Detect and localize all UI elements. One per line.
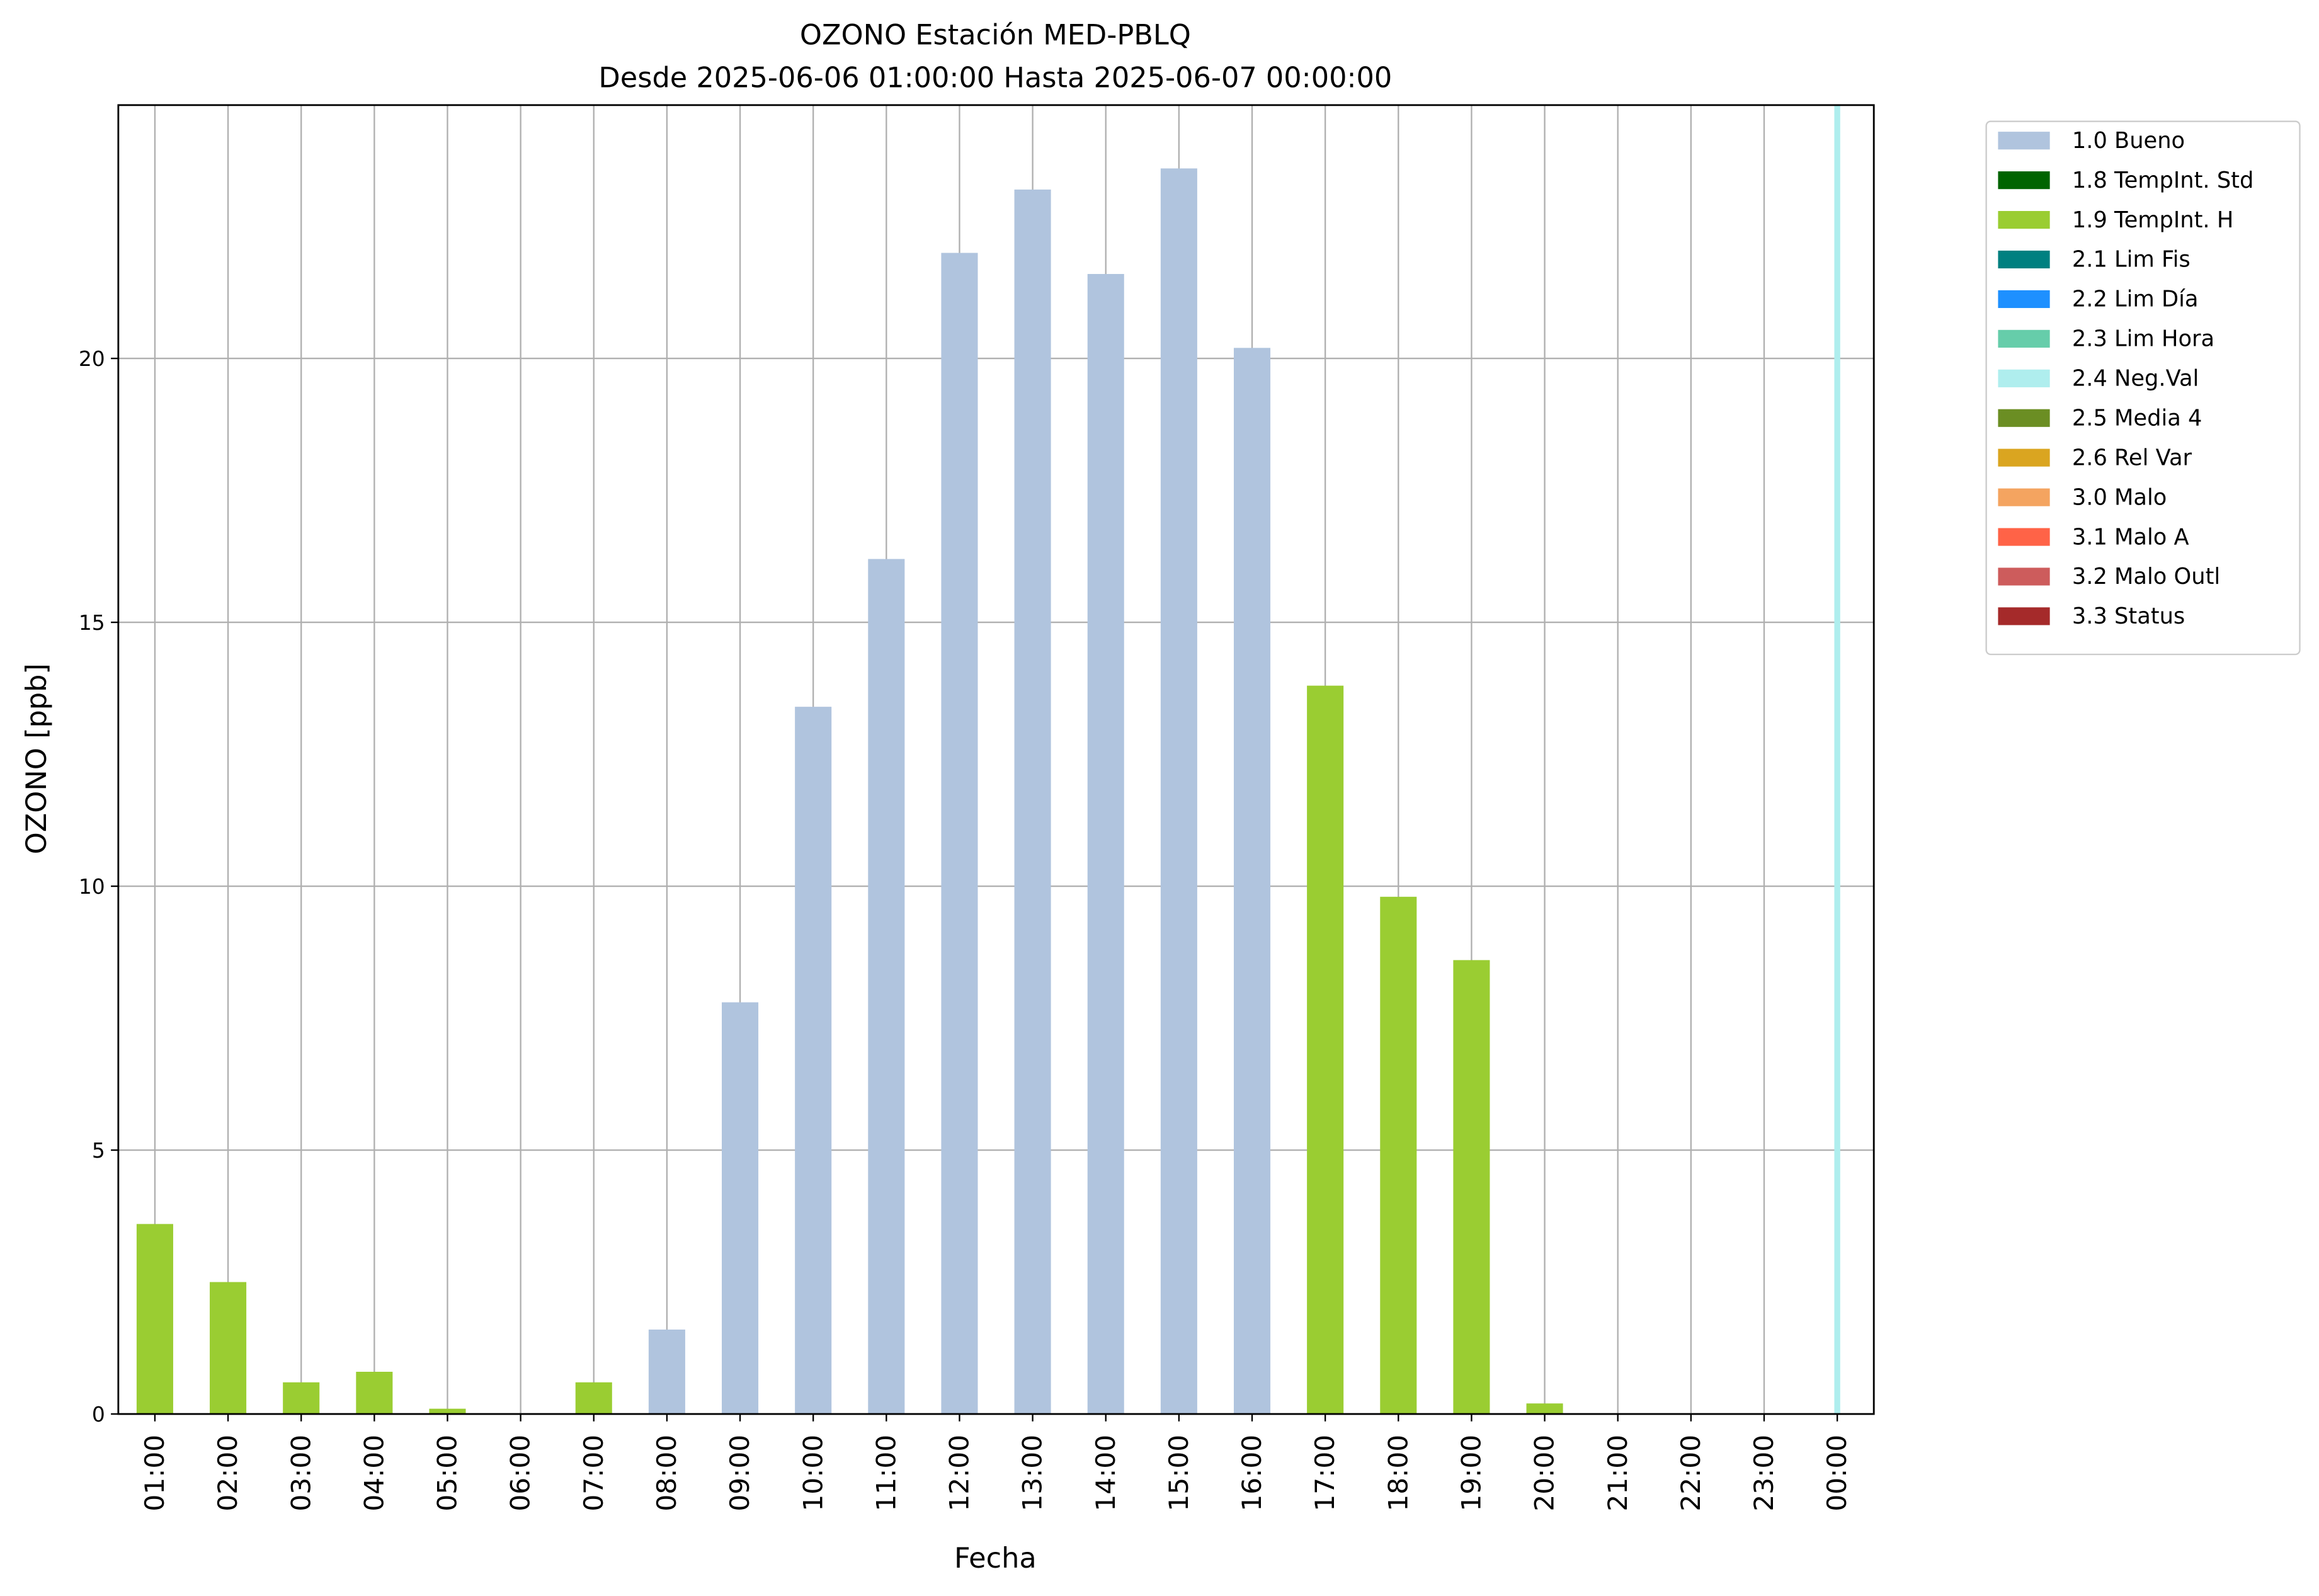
bar bbox=[210, 1282, 247, 1415]
x-tick-label: 09:00 bbox=[724, 1435, 755, 1512]
x-tick-label: 00:00 bbox=[1821, 1435, 1852, 1512]
x-tick-label: 05:00 bbox=[432, 1435, 463, 1512]
legend-label: 2.5 Media 4 bbox=[2072, 405, 2202, 431]
legend-label: 1.8 TempInt. Std bbox=[2072, 168, 2254, 193]
span bbox=[1834, 105, 1840, 1415]
y-tick-label: 0 bbox=[92, 1402, 105, 1427]
legend-swatch bbox=[1998, 369, 2050, 387]
legend-swatch bbox=[1998, 409, 2050, 427]
bar bbox=[575, 1382, 612, 1415]
bar bbox=[1307, 685, 1344, 1415]
bar bbox=[1014, 189, 1051, 1415]
bar bbox=[1453, 960, 1490, 1415]
bar bbox=[1526, 1403, 1563, 1415]
legend-swatch bbox=[1998, 250, 2050, 269]
x-tick-label: 03:00 bbox=[285, 1435, 316, 1512]
legend-swatch bbox=[1998, 171, 2050, 190]
y-tick-label: 10 bbox=[79, 874, 105, 899]
bar bbox=[1380, 896, 1417, 1415]
legend-label: 3.0 Malo bbox=[2072, 484, 2167, 510]
legend-swatch bbox=[1998, 448, 2050, 467]
bar bbox=[722, 1002, 759, 1415]
x-tick-label: 01:00 bbox=[139, 1435, 170, 1512]
y-tick-label: 15 bbox=[79, 610, 105, 635]
legend-swatch bbox=[1998, 528, 2050, 546]
legend: 1.0 Bueno 1.8 TempInt. Std 1.9 TempInt. H 2… bbox=[1985, 120, 2301, 656]
x-axis-label: Fecha bbox=[954, 1542, 1037, 1575]
bar bbox=[1087, 274, 1124, 1415]
legend-swatch bbox=[1998, 290, 2050, 309]
x-tick-label: 15:00 bbox=[1163, 1435, 1194, 1512]
x-tick-label: 11:00 bbox=[870, 1435, 901, 1512]
legend-label: 3.2 Malo Outl bbox=[2072, 564, 2220, 590]
x-tick-label: 21:00 bbox=[1602, 1435, 1633, 1512]
x-tick-label: 23:00 bbox=[1748, 1435, 1779, 1512]
x-tick-label: 20:00 bbox=[1529, 1435, 1560, 1512]
bar bbox=[356, 1371, 393, 1415]
chart-title: OZONO Estación MED-PBLQ bbox=[800, 19, 1191, 52]
x-tick-label: 08:00 bbox=[651, 1435, 682, 1512]
x-tick-label: 02:00 bbox=[212, 1435, 243, 1512]
x-tick-label: 18:00 bbox=[1382, 1435, 1413, 1512]
chart-subtitle: Desde 2025-06-06 01:00:00 Hasta 2025-06-… bbox=[598, 62, 1392, 94]
legend-label: 1.9 TempInt. H bbox=[2072, 207, 2233, 233]
legend-swatch bbox=[1998, 210, 2050, 229]
plot-frame bbox=[117, 104, 1875, 1415]
x-tick-label: 14:00 bbox=[1090, 1435, 1121, 1512]
legend-swatch bbox=[1998, 488, 2050, 506]
x-tick-label: 06:00 bbox=[505, 1435, 536, 1512]
x-tick-label: 12:00 bbox=[944, 1435, 975, 1512]
bar bbox=[1233, 348, 1271, 1415]
bar bbox=[1160, 168, 1197, 1415]
x-tick-label: 13:00 bbox=[1017, 1435, 1048, 1512]
x-tick-label: 10:00 bbox=[797, 1435, 828, 1512]
bar bbox=[429, 1408, 466, 1415]
x-tick-label: 22:00 bbox=[1675, 1435, 1706, 1512]
bar bbox=[868, 559, 905, 1415]
bar bbox=[283, 1382, 320, 1415]
x-tick-label: 04:00 bbox=[358, 1435, 389, 1512]
legend-label: 2.2 Lim Día bbox=[2072, 287, 2199, 312]
legend-swatch bbox=[1998, 132, 2050, 150]
legend-label: 3.3 Status bbox=[2072, 603, 2185, 629]
legend-swatch bbox=[1998, 607, 2050, 625]
bar bbox=[941, 253, 978, 1415]
x-tick-label: 17:00 bbox=[1309, 1435, 1340, 1512]
legend-frame bbox=[1985, 120, 2301, 656]
legend-label: 2.4 Neg.Val bbox=[2072, 366, 2199, 392]
bar bbox=[136, 1224, 173, 1415]
y-axis-label: OZONO [ppb] bbox=[20, 663, 53, 854]
legend-label: 2.1 Lim Fis bbox=[2072, 247, 2191, 273]
legend-label: 1.0 Bueno bbox=[2072, 128, 2185, 154]
bar bbox=[795, 707, 832, 1415]
legend-label: 2.6 Rel Var bbox=[2072, 445, 2192, 470]
x-tick-label: 16:00 bbox=[1236, 1435, 1267, 1512]
x-tick-label: 07:00 bbox=[578, 1435, 609, 1512]
x-tick-label: 19:00 bbox=[1456, 1435, 1487, 1512]
y-tick-label: 5 bbox=[92, 1138, 105, 1163]
legend-label: 3.1 Malo A bbox=[2072, 524, 2189, 550]
legend-swatch bbox=[1998, 329, 2050, 348]
legend-swatch bbox=[1998, 567, 2050, 586]
y-tick-label: 20 bbox=[79, 346, 105, 371]
legend-label: 2.3 Lim Hora bbox=[2072, 326, 2214, 352]
bar bbox=[648, 1329, 685, 1415]
